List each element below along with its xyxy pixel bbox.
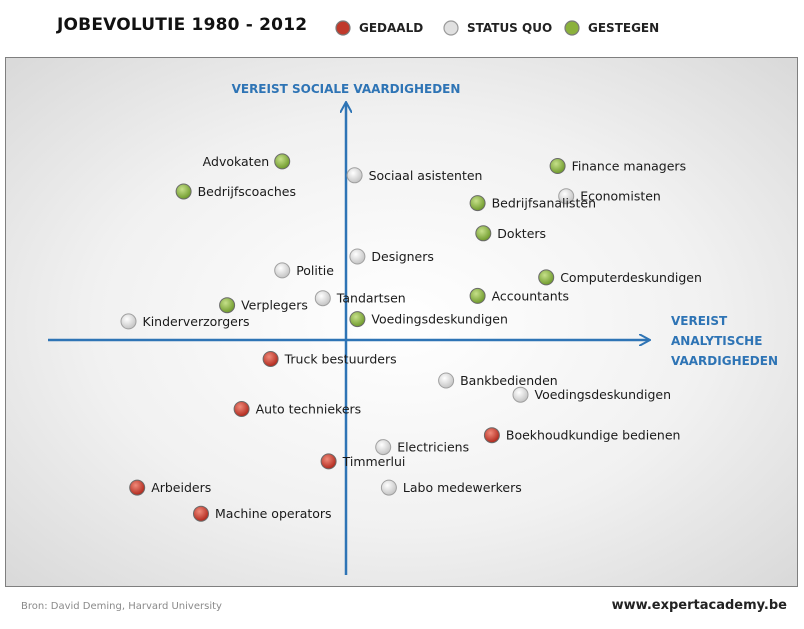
point-label-11: Tandartsen (336, 291, 406, 306)
source-note: Bron: David Deming, Harvard University (21, 601, 222, 612)
point-label-15: Kinderverzorgers (143, 314, 250, 329)
point-label-12: Accountants (492, 288, 569, 303)
point-25 (193, 505, 209, 522)
point-3 (346, 167, 363, 184)
point-label-25: Machine operators (215, 506, 332, 521)
legend-item-gedaald: GEDAALD (334, 18, 423, 38)
point-20 (483, 427, 500, 444)
legend-label-gedaald: GEDAALD (359, 21, 424, 35)
legend-label-gestegen: GESTEGEN (588, 21, 660, 35)
y-axis-label: VEREIST SOCIALE VAARDIGHEDEN (232, 82, 461, 96)
point-6 (469, 195, 486, 212)
point-5 (558, 188, 575, 205)
point-23 (129, 479, 146, 496)
legend-marker-gestegen (564, 20, 580, 36)
point-17 (438, 372, 455, 389)
point-21 (375, 439, 392, 456)
point-label-18: Voedingsdeskundigen (535, 387, 672, 402)
point-4 (549, 158, 566, 174)
scatter-chart: VEREIST SOCIALE VAARDIGHEDEN VEREIST ANA… (48, 82, 778, 575)
point-label-24: Labo medewerkers (403, 480, 522, 495)
point-12 (469, 287, 486, 304)
point-1 (274, 153, 291, 170)
point-label-14: Voedingsdeskundigen (371, 312, 508, 327)
point-label-1: Advokaten (203, 154, 270, 169)
point-label-13: Verplegers (241, 298, 308, 313)
point-14 (349, 311, 366, 328)
x-axis-label-line-2: ANALYTISCHE (671, 334, 762, 348)
point-label-17: Bankbedienden (460, 373, 558, 388)
point-24 (380, 479, 397, 496)
point-19 (233, 401, 250, 417)
point-13 (219, 297, 236, 314)
chart-title: JOBEVOLUTIE 1980 - 2012 (57, 15, 308, 35)
point-10 (538, 269, 555, 286)
point-label-2: Bedrijfscoaches (198, 184, 296, 199)
point-label-21: Electriciens (397, 440, 469, 455)
legend-label-status-quo: STATUS QUO (467, 21, 553, 35)
point-label-6: Bedrijfsanalisten (492, 196, 596, 211)
legend-marker-status-quo (443, 20, 459, 36)
legend-marker-gedaald (335, 20, 351, 36)
point-label-5: Economisten (580, 189, 661, 204)
plot-area: VEREIST SOCIALE VAARDIGHEDEN VEREIST ANA… (5, 57, 798, 587)
point-16 (262, 351, 279, 367)
point-15 (120, 313, 137, 330)
legend-item-gestegen: GESTEGEN (563, 18, 659, 38)
point-label-9: Politie (296, 263, 334, 278)
point-label-19: Auto techniekers (256, 402, 362, 417)
point-label-7: Dokters (497, 226, 546, 241)
point-8 (349, 248, 366, 265)
point-label-8: Designers (371, 249, 434, 264)
legend-item-status-quo: STATUS QUO (442, 18, 552, 38)
point-18 (512, 386, 529, 403)
point-2 (175, 183, 192, 200)
x-axis-label-line-3: VAARDIGHEDEN (671, 354, 778, 368)
point-label-3: Sociaal asistenten (369, 168, 483, 183)
point-label-22: Timmerlui (342, 454, 406, 469)
x-axis-label-line-1: VEREIST (671, 314, 728, 328)
point-7 (475, 225, 492, 242)
website-link[interactable]: www.expertacademy.be (611, 598, 787, 613)
point-9 (274, 262, 291, 279)
point-label-20: Boekhoudkundige bedienen (506, 428, 681, 443)
point-label-4: Finance managers (572, 159, 687, 174)
point-label-10: Computerdeskundigen (560, 270, 702, 285)
point-22 (320, 453, 337, 470)
x-axis-label: VEREIST ANALYTISCHE VAARDIGHEDEN (671, 314, 778, 368)
point-label-16: Truck bestuurders (284, 352, 397, 367)
point-label-23: Arbeiders (151, 480, 211, 495)
point-11 (314, 290, 331, 307)
